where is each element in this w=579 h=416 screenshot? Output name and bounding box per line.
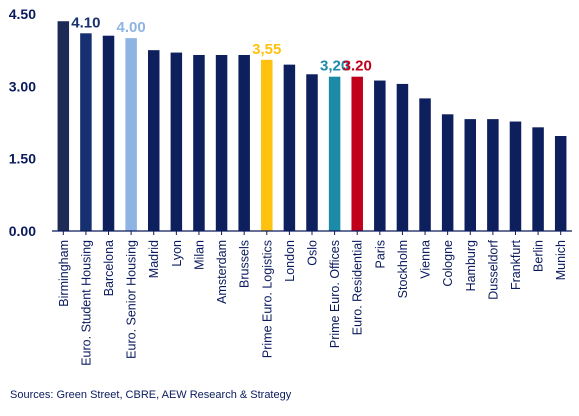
y-tick-label: 4.50 <box>9 6 36 22</box>
bar-chart: 0.00 1.50 3.00 4.50 4.10 4.00 3,55 3,203.20 Bi… <box>9 6 572 366</box>
y-axis: 0.00 1.50 3.00 4.50 <box>9 6 36 239</box>
y-tick-label: 3.00 <box>9 78 36 94</box>
bar <box>328 76 341 231</box>
bar <box>80 33 92 232</box>
x-axis: Birmingham Euro. Student Housing Barcelona… <box>52 230 572 366</box>
bar <box>396 83 409 231</box>
x-tick-label: Frankfurt <box>509 239 523 290</box>
x-tick-label: London <box>283 240 297 282</box>
source-note: Sources: Green Street, CBRE, AEW Researc… <box>10 389 292 401</box>
x-tick-label: Munich <box>554 240 568 280</box>
x-tick-label: Oslo <box>306 240 320 266</box>
x-tick-label: Vienna <box>419 240 433 279</box>
data-label: 4.00 <box>117 19 146 36</box>
x-tick-label: Stockholm <box>396 240 410 298</box>
bar <box>57 21 70 231</box>
bar <box>238 54 250 231</box>
y-tick-label: 1.50 <box>9 151 36 167</box>
bar <box>215 54 228 231</box>
x-tick-label: Cologne <box>441 240 455 287</box>
x-tick-label: Euro. Student Housing <box>79 240 93 366</box>
data-label: 3,20 <box>320 58 349 75</box>
x-tick-label: Euro. Residential <box>351 240 365 335</box>
bar <box>170 52 183 232</box>
x-tick-label: Lyon <box>170 240 184 267</box>
bar <box>102 35 115 232</box>
data-labels: 4.10 4.00 3,55 3,203.20 <box>71 14 372 74</box>
bar <box>283 64 296 231</box>
data-label: 4.10 <box>71 14 100 31</box>
bar <box>374 80 386 232</box>
x-tick-label: Paris <box>373 240 387 268</box>
x-tick-label: Euro. Senior Housing <box>125 240 139 359</box>
bar <box>261 59 273 231</box>
bar <box>554 136 567 231</box>
x-tick-label: Barcelona <box>102 240 116 296</box>
x-tick-label: Prime Euro. Offices <box>328 240 342 348</box>
x-tick-label: Birmingham <box>57 240 71 307</box>
bar <box>193 54 205 231</box>
x-tick-label: Brussels <box>238 240 252 288</box>
y-tick-label: 0.00 <box>9 223 36 239</box>
bar <box>147 50 160 231</box>
x-tick-label: Berlin <box>532 240 546 272</box>
x-tick-label: Dusseldorf <box>486 239 500 299</box>
bar <box>306 74 318 232</box>
bar <box>125 38 137 231</box>
x-tick-label: Milan <box>192 240 206 270</box>
x-tick-label: Madrid <box>147 240 161 278</box>
bar <box>351 76 363 231</box>
bar <box>532 127 544 231</box>
bar <box>487 119 499 231</box>
x-tick-label: Prime Euro. Logistics <box>260 240 274 358</box>
x-tick-label: Amsterdam <box>215 240 229 304</box>
bar <box>509 121 522 231</box>
data-label: 3,55 <box>252 41 281 58</box>
bar <box>441 114 454 231</box>
bars <box>57 21 567 232</box>
bar <box>464 119 477 231</box>
bar <box>419 98 431 231</box>
data-label: 3.20 <box>343 58 372 75</box>
x-tick-label: Hamburg <box>464 240 478 291</box>
